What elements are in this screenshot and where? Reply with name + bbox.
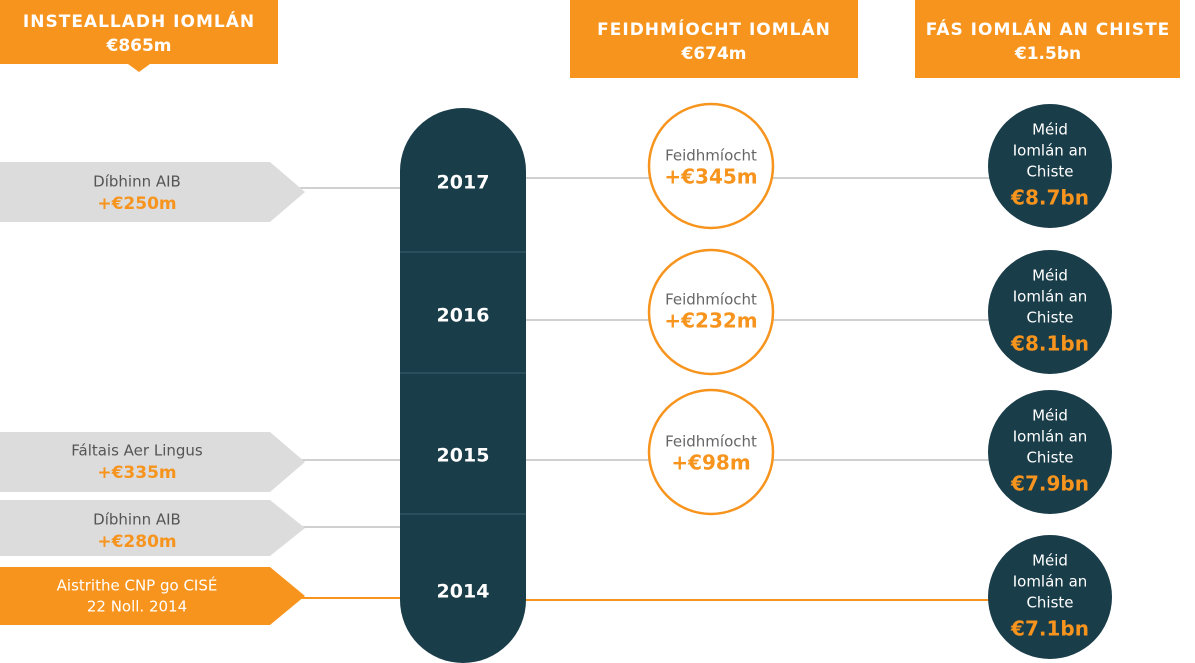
timeline — [400, 108, 526, 663]
header-title: FÁS IOMLÁN AN CHISTE — [926, 18, 1171, 40]
injection-value: 22 Noll. 2014 — [87, 598, 187, 616]
header-box — [570, 0, 858, 78]
performance-label: Feidhmíocht — [665, 147, 757, 165]
injection-box — [0, 500, 305, 556]
injection-value: +€250m — [97, 194, 176, 214]
fund-circle — [988, 104, 1112, 228]
header-box — [915, 0, 1180, 78]
fund-label: Chiste — [1026, 449, 1073, 467]
fund-label: Méid — [1032, 552, 1068, 570]
fund-circle — [988, 535, 1112, 659]
performance-value: +€345m — [664, 165, 757, 189]
injection-value: +€280m — [97, 532, 176, 552]
performance-circle — [647, 102, 775, 230]
fund-label: Méid — [1032, 267, 1068, 285]
performance-circle — [647, 388, 775, 516]
fund-label: Iomlán an — [1013, 428, 1088, 446]
fund-value: €7.9bn — [1010, 472, 1089, 496]
fund-value: €7.1bn — [1010, 617, 1089, 641]
injection-box — [0, 162, 305, 222]
year: 2017 — [437, 172, 490, 194]
fund-label: Iomlán an — [1013, 288, 1088, 306]
fund-circle — [988, 390, 1112, 514]
fund-value: €8.1bn — [1010, 332, 1089, 356]
header-title: INSTEALLADH IOMLÁN — [23, 10, 255, 32]
year: 2014 — [437, 581, 490, 603]
fund-label: Chiste — [1026, 309, 1073, 327]
header-value: €674m — [680, 44, 746, 64]
fund-circle — [988, 250, 1112, 374]
fund-label: Chiste — [1026, 163, 1073, 181]
injection-value: +€335m — [97, 463, 176, 483]
header-value: €865m — [105, 36, 171, 56]
fund-group: Méid Iomlán an Chiste €8.7bn Méid Iomlán an Ch… — [988, 104, 1112, 659]
fund-label: Iomlán an — [1013, 142, 1088, 160]
injection-label: Fáltais Aer Lingus — [71, 442, 203, 460]
fund-label: Iomlán an — [1013, 573, 1088, 591]
performance-value: +€232m — [664, 309, 757, 333]
performance-circle — [647, 248, 775, 376]
performance-label: Feidhmíocht — [665, 291, 757, 309]
injection-label: Díbhinn AIB — [93, 173, 181, 191]
fund-label: Chiste — [1026, 594, 1073, 612]
injection-label: Aistrithe CNP go CISÉ — [57, 576, 218, 595]
year: 2016 — [437, 305, 490, 327]
header-value: €1.5bn — [1014, 44, 1081, 64]
year: 2015 — [437, 445, 490, 467]
injection-box — [0, 567, 305, 625]
header-title: FEIDHMÍOCHT IOMLÁN — [597, 18, 831, 40]
fund-label: Méid — [1032, 407, 1068, 425]
header-box — [0, 0, 278, 72]
fund-label: Méid — [1032, 121, 1068, 139]
injection-label: Díbhinn AIB — [93, 511, 181, 529]
performance-label: Feidhmíocht — [665, 433, 757, 451]
performance-value: +€98m — [671, 451, 750, 475]
fund-value: €8.7bn — [1010, 186, 1089, 210]
injection-box — [0, 432, 305, 492]
